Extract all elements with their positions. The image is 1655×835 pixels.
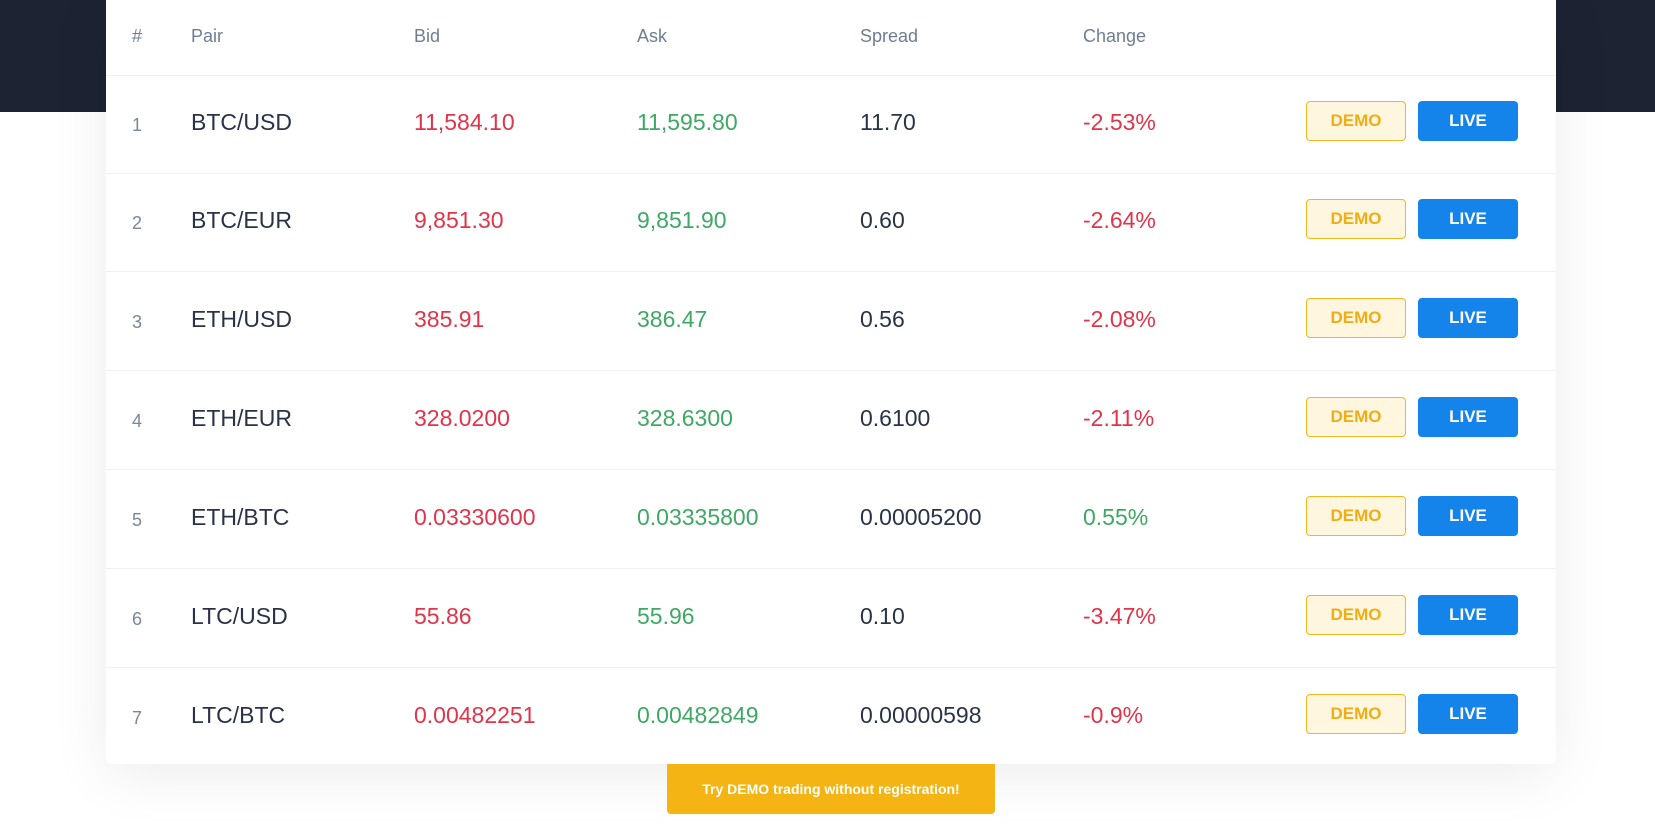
pair-name: ETH/USD: [191, 306, 292, 332]
change-value: 0.55%: [1083, 504, 1149, 530]
spread-value: 11.70: [860, 109, 916, 135]
spread-value: 0.60: [860, 207, 905, 233]
spread-value: 0.56: [860, 306, 905, 332]
live-button[interactable]: LIVE: [1418, 101, 1518, 141]
rates-table: # Pair Bid Ask Spread Change 1 BTC/USD 11,…: [106, 0, 1556, 764]
table-header: # Pair Bid Ask Spread Change: [106, 0, 1556, 76]
row-number: 7: [132, 708, 143, 728]
ask-value: 9,851.90: [637, 207, 727, 233]
demo-button[interactable]: DEMO: [1306, 298, 1406, 338]
try-demo-button[interactable]: Try DEMO trading without registration!: [667, 764, 995, 814]
change-value: -2.11%: [1083, 405, 1155, 431]
live-button[interactable]: LIVE: [1418, 199, 1518, 239]
live-button[interactable]: LIVE: [1418, 496, 1518, 536]
ask-value: 386.47: [637, 306, 708, 332]
spread-value: 0.10: [860, 603, 905, 629]
row-number: 1: [132, 115, 143, 135]
table-row: 3 ETH/USD 385.91 386.47 0.56 -2.08% DEMO LIVE: [106, 272, 1556, 371]
change-value: -0.9%: [1083, 702, 1144, 728]
change-value: -2.64%: [1083, 207, 1156, 233]
bid-value: 328.0200: [414, 405, 510, 431]
demo-button[interactable]: DEMO: [1306, 397, 1406, 437]
spread-value: 0.00000598: [860, 702, 982, 728]
spread-value: 0.00005200: [860, 504, 982, 530]
row-number: 5: [132, 510, 143, 530]
ask-value: 0.00482849: [637, 702, 759, 728]
ask-value: 0.03335800: [637, 504, 759, 530]
table-row: 2 BTC/EUR 9,851.30 9,851.90 0.60 -2.64% DEMO LI…: [106, 173, 1556, 272]
row-number: 2: [132, 213, 143, 233]
change-value: -3.47%: [1083, 603, 1156, 629]
demo-button[interactable]: DEMO: [1306, 101, 1406, 141]
bid-value: 11,584.10: [414, 109, 515, 135]
header-ask: Ask: [637, 26, 668, 46]
table-row: 1 BTC/USD 11,584.10 11,595.80 11.70 -2.53% DEM…: [106, 75, 1556, 174]
row-number: 3: [132, 312, 143, 332]
pair-name: ETH/EUR: [191, 405, 292, 431]
table-row: 5 ETH/BTC 0.03330600 0.03335800 0.00005200 0.…: [106, 470, 1556, 569]
header-bid: Bid: [414, 26, 441, 46]
bid-value: 0.03330600: [414, 504, 536, 530]
demo-button[interactable]: DEMO: [1306, 595, 1406, 635]
bid-value: 55.86: [414, 603, 472, 629]
ask-value: 328.6300: [637, 405, 733, 431]
pair-name: ETH/BTC: [191, 504, 290, 530]
row-number: 6: [132, 609, 143, 629]
spread-value: 0.6100: [860, 405, 931, 431]
bid-value: 9,851.30: [414, 207, 504, 233]
header-change: Change: [1083, 26, 1147, 46]
pair-name: LTC/BTC: [191, 702, 286, 728]
bid-value: 0.00482251: [414, 702, 536, 728]
ask-value: 55.96: [637, 603, 695, 629]
header-spread: Spread: [860, 26, 919, 46]
table-row: 4 ETH/EUR 328.0200 328.6300 0.6100 -2.11% DEMO…: [106, 371, 1556, 470]
live-button[interactable]: LIVE: [1418, 595, 1518, 635]
bid-value: 385.91: [414, 306, 485, 332]
table-row: 6 LTC/USD 55.86 55.96 0.10 -3.47% DEMO LIVE: [106, 569, 1556, 668]
change-value: -2.08%: [1083, 306, 1156, 332]
pair-name: LTC/USD: [191, 603, 288, 629]
change-value: -2.53%: [1083, 109, 1156, 135]
pair-name: BTC/EUR: [191, 207, 292, 233]
live-button[interactable]: LIVE: [1418, 397, 1518, 437]
demo-button[interactable]: DEMO: [1306, 496, 1406, 536]
demo-button[interactable]: DEMO: [1306, 199, 1406, 239]
pair-name: BTC/USD: [191, 109, 292, 135]
table-row: 7 LTC/BTC 0.00482251 0.00482849 0.00000598 -0…: [106, 668, 1556, 766]
live-button[interactable]: LIVE: [1418, 694, 1518, 734]
live-button[interactable]: LIVE: [1418, 298, 1518, 338]
header-pair: Pair: [191, 26, 224, 46]
demo-button[interactable]: DEMO: [1306, 694, 1406, 734]
ask-value: 11,595.80: [637, 109, 738, 135]
header-num: #: [132, 26, 143, 46]
row-number: 4: [132, 411, 143, 431]
